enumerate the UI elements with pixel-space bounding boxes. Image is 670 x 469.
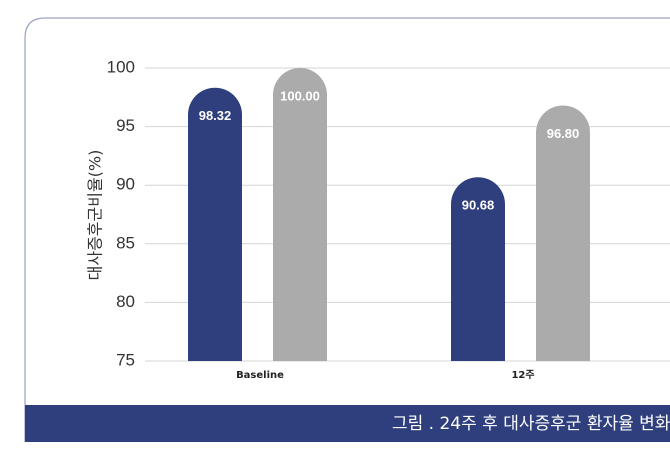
frame bbox=[24, 17, 670, 442]
bar bbox=[273, 68, 327, 361]
y-tick-label: 100 bbox=[107, 57, 135, 76]
bar bbox=[451, 177, 505, 361]
bar bbox=[536, 105, 590, 361]
y-tick-label: 80 bbox=[116, 292, 135, 311]
x-tick-label: 12주 bbox=[511, 369, 534, 381]
y-axis-label: 대사증후군비율(%) bbox=[86, 150, 105, 281]
y-tick-label: 95 bbox=[116, 116, 135, 135]
value-label: 98.32 bbox=[199, 108, 232, 123]
caption-band bbox=[25, 405, 670, 442]
x-tick-label: Baseline bbox=[236, 370, 284, 381]
caption: 그림 . 24주 후 대사증후군 환자율 변화 bbox=[392, 414, 670, 434]
y-tick-label: 85 bbox=[116, 233, 135, 252]
value-label: 100.00 bbox=[280, 88, 320, 103]
bar bbox=[188, 87, 242, 361]
y-tick-label: 75 bbox=[116, 350, 135, 369]
value-label: 96.80 bbox=[547, 126, 580, 141]
y-tick-label: 90 bbox=[116, 175, 135, 194]
value-label: 90.68 bbox=[462, 198, 495, 213]
